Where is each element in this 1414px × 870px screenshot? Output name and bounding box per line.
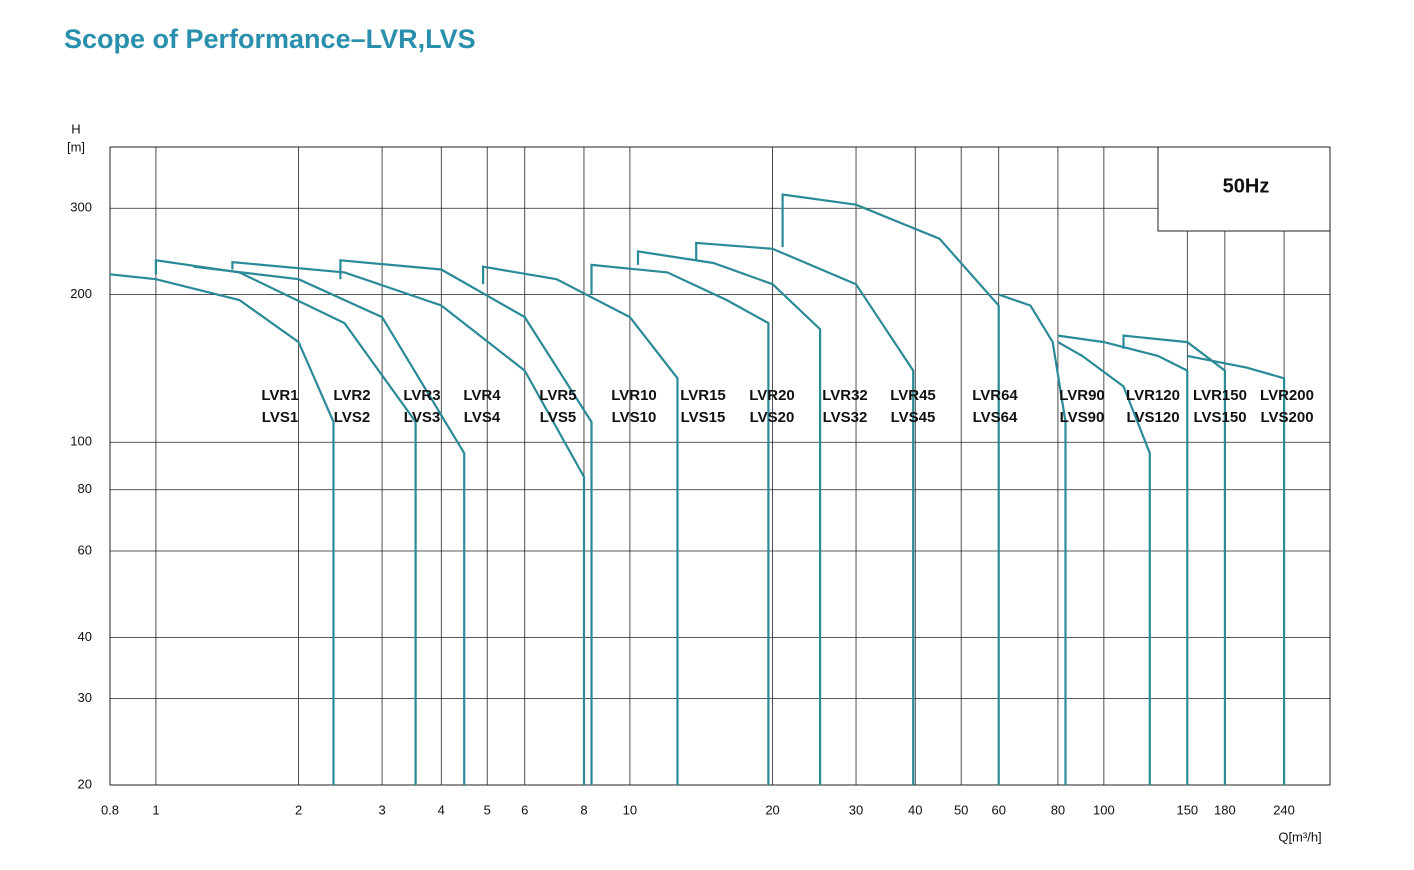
x-tick-label: 100	[1093, 802, 1115, 817]
x-tick-label: 50	[954, 802, 968, 817]
x-tick-label: 4	[438, 802, 445, 817]
pump-curve	[1187, 354, 1286, 785]
x-tick-label: 5	[484, 802, 491, 817]
y-tick-label: 40	[78, 629, 92, 644]
pump-curve	[1057, 341, 1151, 785]
pump-curve	[109, 273, 335, 785]
pump-curve	[781, 193, 1000, 785]
pump-curve	[590, 263, 770, 785]
y-tick-label: 20	[78, 776, 92, 791]
x-tick-label: 150	[1176, 802, 1198, 817]
series-label: LVR5	[539, 387, 576, 404]
series-label: LVR20	[749, 387, 795, 404]
x-tick-label: 80	[1051, 802, 1065, 817]
y-tick-label: 200	[70, 286, 92, 301]
x-tick-label: 20	[765, 802, 779, 817]
series-label: LVR64	[972, 387, 1018, 404]
series-label: LVS3	[404, 409, 440, 426]
series-label: LVS120	[1126, 409, 1179, 426]
pump-curve	[231, 260, 586, 785]
pump-curve	[1057, 334, 1189, 785]
y-tick-label: 30	[78, 690, 92, 705]
series-label: LVR150	[1193, 387, 1247, 404]
x-tick-label: 1	[152, 802, 159, 817]
series-label: LVS4	[464, 409, 501, 426]
plot-frame	[109, 146, 1331, 786]
series-label: LVR120	[1126, 387, 1180, 404]
series-label: LVR200	[1260, 387, 1314, 404]
chart-title: Scope of Performance–LVR,LVS	[64, 24, 476, 54]
y-axis-unit: [m]	[67, 139, 85, 154]
series-label: LVS64	[973, 409, 1018, 426]
x-tick-label: 8	[580, 802, 587, 817]
pump-curve	[482, 265, 679, 785]
series-label: LVR4	[463, 387, 501, 404]
y-tick-label: 80	[78, 481, 92, 496]
series-label: LVR45	[890, 387, 936, 404]
series-label: LVS90	[1060, 409, 1105, 426]
x-axis-label: Q[m³/h]	[1278, 829, 1321, 844]
series-label: LVR10	[611, 387, 657, 404]
pump-curve	[339, 259, 593, 785]
series-label: LVS5	[540, 409, 576, 426]
frequency-note: 50Hz	[1223, 175, 1270, 197]
x-tick-label: 60	[991, 802, 1005, 817]
pump-curve	[154, 259, 417, 785]
series-label: LVS20	[750, 409, 795, 426]
y-tick-label: 100	[70, 434, 92, 449]
pump-curve	[1122, 334, 1226, 785]
series-label: LVR15	[680, 387, 726, 404]
x-tick-label: 10	[623, 802, 637, 817]
y-tick-label: 300	[70, 200, 92, 215]
series-label: LVS1	[262, 409, 298, 426]
x-tick-label: 30	[849, 802, 863, 817]
x-tick-label: 2	[295, 802, 302, 817]
y-tick-label: 60	[78, 542, 92, 557]
x-tick-label: 40	[908, 802, 922, 817]
series-label: LVS2	[334, 409, 370, 426]
series-label: LVS15	[681, 409, 726, 426]
x-tick-label: 6	[521, 802, 528, 817]
frequency-box	[1157, 146, 1331, 232]
series-label: LVR1	[261, 387, 298, 404]
series-label: LVR3	[403, 387, 440, 404]
pump-curve	[636, 250, 822, 785]
pump-curve	[998, 293, 1067, 785]
series-label: LVS10	[612, 409, 657, 426]
series-label: LVR2	[333, 387, 370, 404]
pump-curve	[193, 265, 466, 785]
pump-curve	[695, 241, 915, 785]
series-label: LVS200	[1260, 409, 1313, 426]
x-tick-label: 0.8	[101, 802, 119, 817]
x-tick-label: 3	[378, 802, 385, 817]
series-label: LVS150	[1193, 409, 1246, 426]
x-tick-label: 180	[1214, 802, 1236, 817]
series-label: LVR32	[822, 387, 868, 404]
series-label: LVR90	[1059, 387, 1105, 404]
series-label: LVS32	[823, 409, 868, 426]
y-axis-label: H	[71, 121, 80, 136]
x-tick-label: 240	[1273, 802, 1295, 817]
series-label: LVS45	[891, 409, 936, 426]
